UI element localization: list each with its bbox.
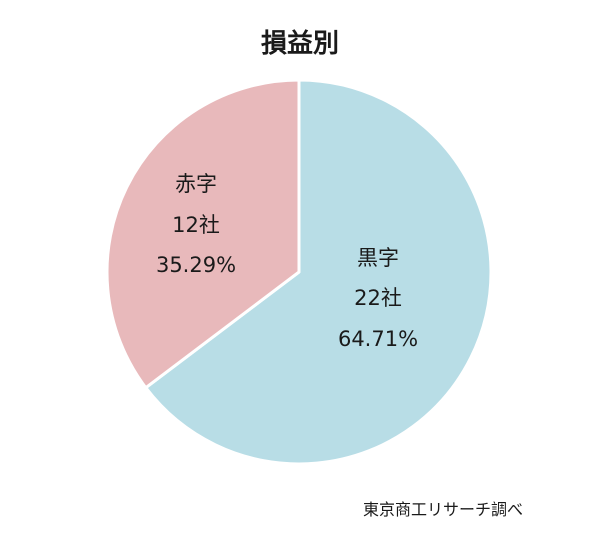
label-kuroji-name: 黒字 bbox=[357, 246, 399, 270]
chart-title: 損益別 bbox=[261, 29, 339, 59]
label-kuroji-count: 22社 bbox=[354, 286, 402, 310]
label-akaji-count: 12社 bbox=[172, 213, 220, 237]
slice-labels: 黒字 22社 64.71% 赤字 12社 35.29% bbox=[156, 172, 418, 351]
source-note: 東京商工リサーチ調べ bbox=[363, 500, 523, 519]
label-kuroji-percent: 64.71% bbox=[338, 327, 418, 351]
label-akaji-percent: 35.29% bbox=[156, 253, 236, 277]
slice-akaji bbox=[105, 78, 301, 390]
label-akaji-name: 赤字 bbox=[175, 172, 217, 196]
slice-kuroji bbox=[144, 78, 493, 466]
pie-slices bbox=[105, 78, 493, 466]
